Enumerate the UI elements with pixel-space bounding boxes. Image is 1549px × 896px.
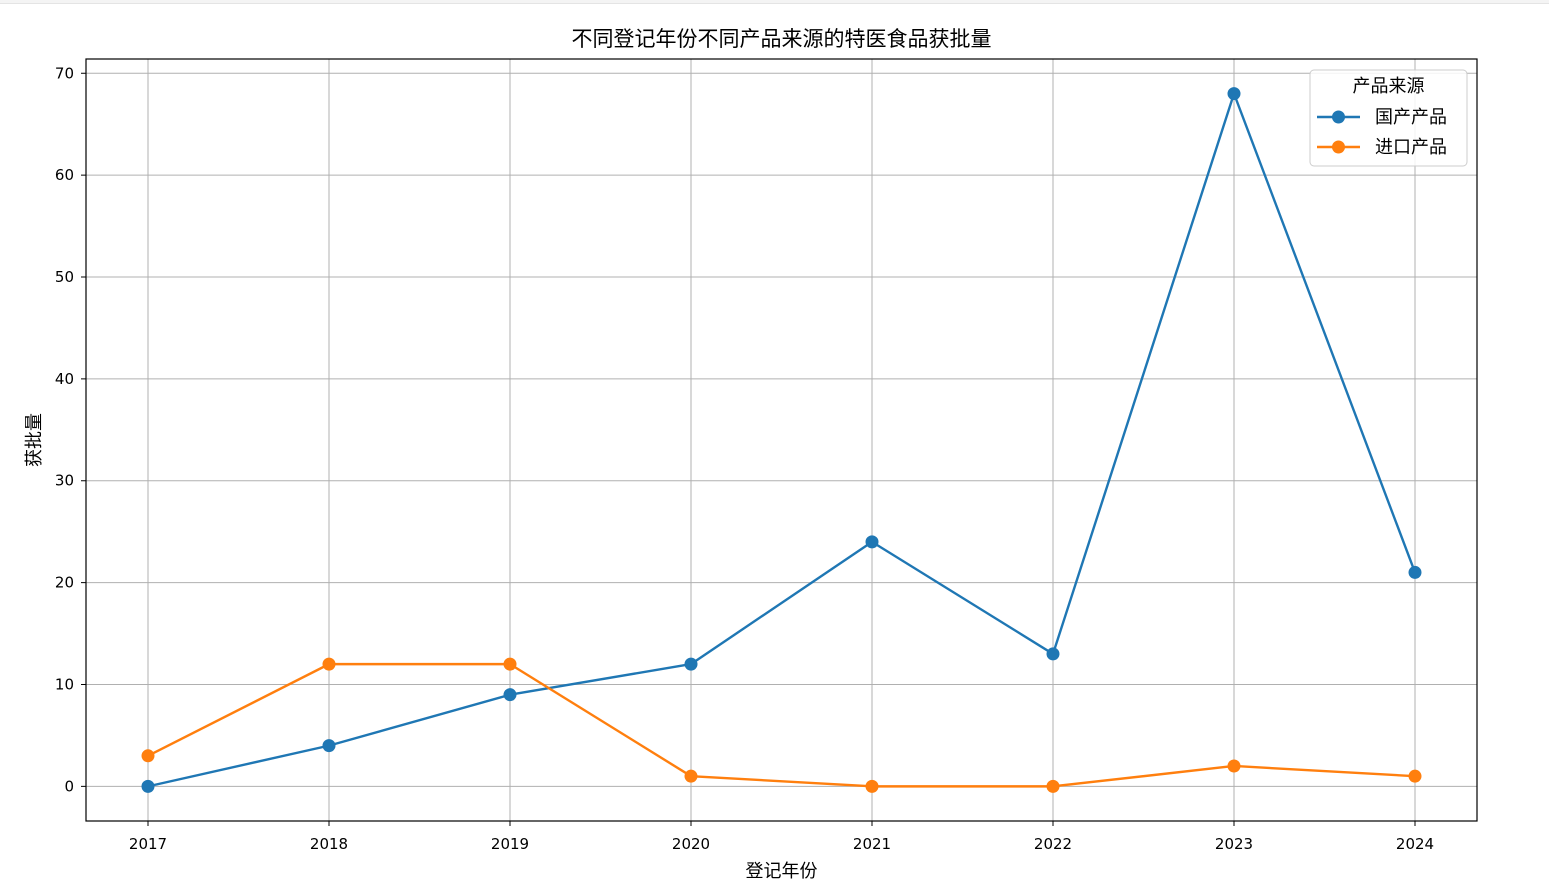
series-line: [147, 92, 1417, 788]
y-tick-label: 10: [55, 675, 74, 693]
legend-title: 产品来源: [1353, 76, 1425, 97]
data-point: [1227, 759, 1241, 773]
series-line: [147, 662, 1416, 788]
x-axis-label: 登记年份: [746, 861, 818, 882]
y-tick-label: 50: [55, 268, 74, 286]
x-tick-label: 2017: [129, 835, 167, 853]
data-point: [503, 688, 517, 702]
plot-frame: [85, 58, 1478, 822]
data-point: [141, 779, 155, 793]
legend-entry: 国产产品: [1317, 107, 1447, 128]
data-point: [684, 657, 698, 671]
x-tick-label: 2022: [1034, 835, 1072, 853]
x-tick-label: 2023: [1215, 835, 1253, 853]
y-axis-label: 获批量: [24, 413, 45, 467]
data-point: [865, 779, 879, 793]
y-tick-label: 30: [55, 472, 74, 490]
series-1: [141, 87, 1422, 793]
legend-swatch-marker: [1332, 140, 1345, 154]
data-point: [1046, 647, 1060, 661]
series-layer: [141, 87, 1422, 793]
data-point: [1408, 565, 1422, 579]
y-axis-ticks: 0 10 20 30 40 50 60 70: [55, 64, 86, 795]
x-tick-label: 2019: [491, 835, 529, 853]
legend-label: 进口产品: [1375, 137, 1447, 158]
legend-entry: 进口产品: [1317, 137, 1447, 158]
y-tick-label: 70: [55, 64, 74, 82]
legend-label: 国产产品: [1375, 107, 1447, 128]
data-point: [684, 769, 698, 783]
x-tick-label: 2018: [310, 835, 348, 853]
y-tick-label: 0: [64, 777, 74, 795]
data-point: [503, 657, 517, 671]
x-tick-label: 2021: [853, 835, 891, 853]
data-point: [865, 535, 879, 549]
data-point: [322, 657, 336, 671]
legend-swatch-marker: [1332, 110, 1345, 124]
y-tick-label: 20: [55, 574, 74, 592]
data-point: [1046, 779, 1060, 793]
x-tick-label: 2024: [1396, 835, 1434, 853]
window-top-strip: [0, 0, 1549, 4]
data-point: [1227, 87, 1241, 101]
legend-box: [1309, 69, 1468, 167]
chart-title: 不同登记年份不同产品来源的特医食品获批量: [572, 27, 992, 51]
y-tick-label: 40: [55, 370, 74, 388]
x-tick-label: 2020: [672, 835, 710, 853]
data-point: [1408, 769, 1422, 783]
series-2: [141, 657, 1422, 793]
x-axis-ticks: 2017 2018 2019 2020 2021 2022 2023 2024: [129, 821, 1434, 853]
y-tick-label: 60: [55, 166, 74, 184]
data-point: [141, 749, 155, 763]
data-point: [322, 739, 336, 753]
grid-lines: [86, 59, 1477, 821]
